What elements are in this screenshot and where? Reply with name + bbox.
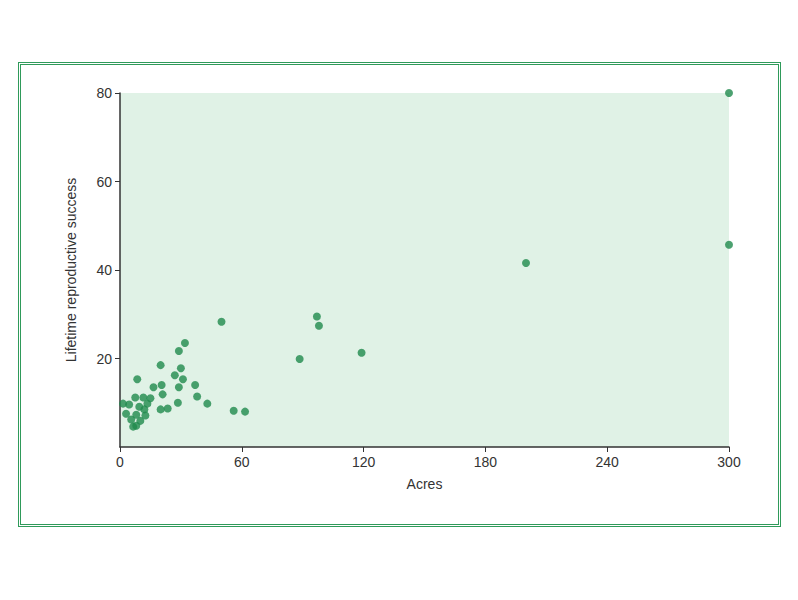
svg-text:240: 240: [596, 454, 620, 470]
svg-text:60: 60: [234, 454, 250, 470]
svg-text:60: 60: [96, 174, 112, 190]
svg-text:80: 80: [96, 85, 112, 101]
svg-text:300: 300: [717, 454, 741, 470]
svg-text:20: 20: [96, 351, 112, 367]
svg-text:180: 180: [474, 454, 498, 470]
svg-text:40: 40: [96, 262, 112, 278]
svg-text:Acres: Acres: [407, 476, 443, 492]
svg-text:120: 120: [352, 454, 376, 470]
svg-text:0: 0: [116, 454, 124, 470]
svg-text:Lifetime reproductive success: Lifetime reproductive success: [63, 178, 79, 362]
